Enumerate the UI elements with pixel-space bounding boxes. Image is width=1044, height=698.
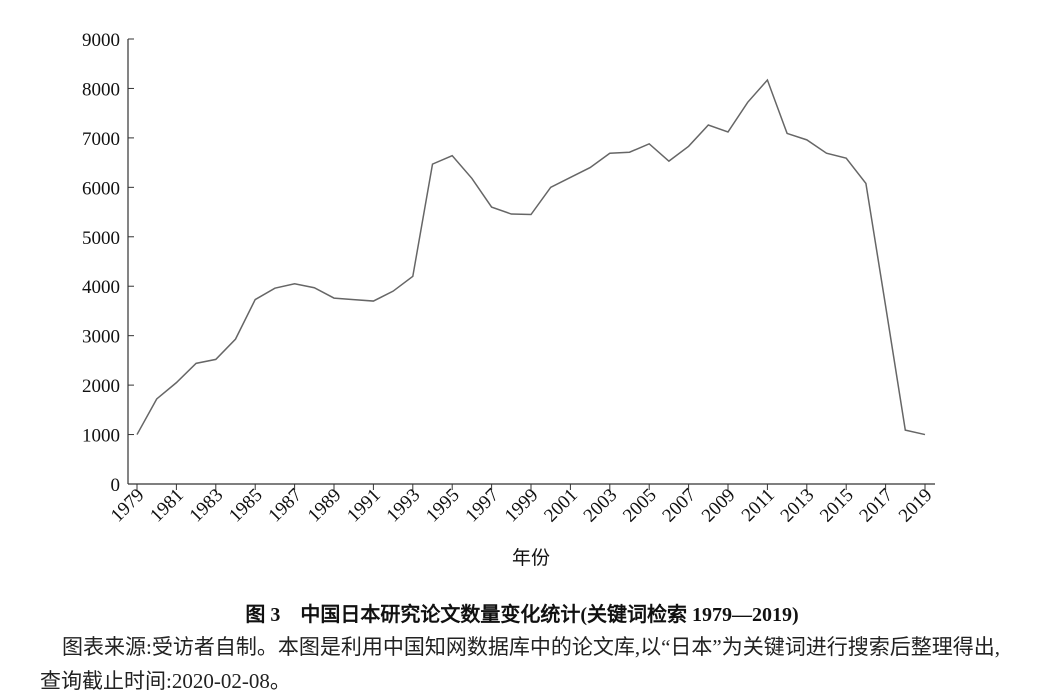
- y-tick-label: 9000: [82, 30, 120, 51]
- y-tick-label: 0: [111, 475, 121, 496]
- y-tick-label: 4000: [82, 277, 120, 298]
- x-tick-label: 2001: [540, 485, 582, 527]
- x-tick-label: 2011: [738, 485, 779, 526]
- x-tick-label: 1995: [422, 485, 464, 527]
- x-tick-label: 2005: [619, 485, 661, 527]
- x-tick-label: 2007: [658, 485, 700, 527]
- chart: 年份 0 1000 2000 3000 4000 5000 6000 7000 8000 9000…: [82, 30, 937, 569]
- x-tick-label: 1991: [343, 485, 385, 527]
- x-axis-label: 年份: [512, 547, 550, 569]
- x-tick-label: 1997: [461, 485, 503, 527]
- x-tick-label: 1981: [146, 485, 188, 527]
- y-tick-label: 7000: [82, 129, 120, 150]
- y-tick-label: 5000: [82, 228, 120, 249]
- x-tick-label: 2013: [777, 485, 819, 527]
- x-tick-label: 2015: [816, 485, 858, 527]
- x-tick-label: 1999: [501, 485, 543, 527]
- x-tick-label: 2003: [580, 485, 622, 527]
- y-tick-label: 8000: [82, 79, 120, 100]
- x-tick-label: 1993: [383, 485, 425, 527]
- x-tick-label: 1983: [186, 485, 228, 527]
- x-tick-label: 2017: [855, 485, 897, 527]
- y-tick-label: 6000: [82, 178, 120, 199]
- x-tick-label: 1987: [264, 485, 306, 527]
- figure-caption: 图 3 中国日本研究论文数量变化统计(关键词检索 1979—2019): [245, 604, 799, 626]
- x-tick-label: 2019: [895, 485, 937, 527]
- x-tick-label: 1985: [225, 485, 267, 527]
- x-tick-label: 2009: [698, 485, 740, 527]
- figure-note: 图表来源:受访者自制。本图是利用中国知网数据库中的论文库,以“日本”为关键词进行…: [40, 635, 1000, 693]
- data-line: [136, 78, 926, 436]
- x-tick-label: 1989: [304, 485, 346, 527]
- y-tick-label: 1000: [82, 426, 120, 447]
- y-tick-label: 2000: [82, 376, 120, 397]
- y-tick-label: 3000: [82, 327, 120, 348]
